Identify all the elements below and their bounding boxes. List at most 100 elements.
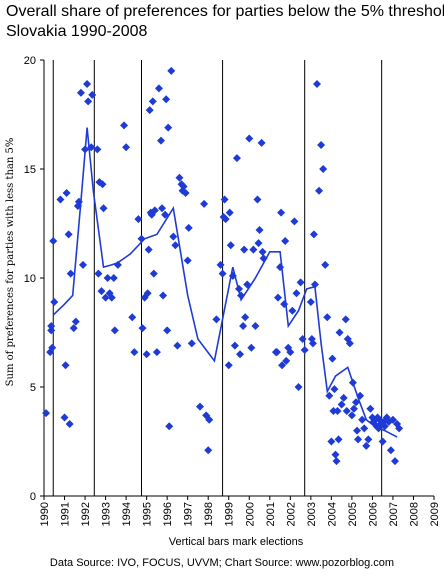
x-tick-label: 2007	[388, 502, 400, 526]
data-point	[101, 293, 110, 302]
data-point	[249, 245, 258, 254]
data-point	[113, 260, 122, 269]
data-point	[341, 315, 350, 324]
data-point	[259, 254, 268, 263]
data-point	[339, 393, 348, 402]
x-tick-label: 2004	[326, 502, 338, 526]
data-point	[128, 313, 137, 322]
data-point	[325, 391, 334, 400]
data-point	[310, 280, 319, 289]
tick-labels: 0 5 10 15 20 1990 1991 1992 1993 1994 1995 1996 1997…	[24, 55, 441, 526]
x-tick-label: 1995	[142, 502, 154, 526]
data-point	[347, 411, 356, 420]
data-point	[84, 97, 93, 106]
data-point	[306, 297, 315, 306]
data-point	[56, 195, 65, 204]
data-point	[216, 260, 225, 269]
chart-title-line2: Slovakia 1990-2008	[6, 23, 148, 40]
data-point	[317, 141, 326, 150]
data-point	[352, 398, 360, 407]
data-point	[162, 95, 171, 104]
data-point	[348, 378, 357, 387]
data-point	[353, 426, 362, 435]
x-tick-label: 1993	[101, 502, 113, 526]
data-point	[107, 293, 116, 302]
data-point	[277, 208, 286, 217]
data-points	[42, 66, 404, 466]
data-point	[93, 145, 102, 154]
x-tick-label: 1999	[224, 502, 236, 526]
chart-title: Overall share of preferences for parties…	[6, 2, 444, 42]
data-point	[345, 339, 354, 348]
data-point	[315, 186, 324, 195]
data-point	[158, 204, 167, 213]
data-point	[380, 422, 389, 431]
data-point	[173, 341, 182, 350]
x-axis-label: Vertical bars mark elections	[169, 536, 304, 548]
x-tick-label: 2009	[429, 502, 441, 526]
data-point	[76, 88, 85, 97]
data-point	[349, 404, 358, 413]
trend-line	[52, 127, 398, 438]
data-point	[157, 136, 165, 145]
y-axis-label: Sum of preferences for parties with less…	[5, 138, 16, 387]
data-point	[225, 208, 234, 217]
data-point	[391, 457, 399, 466]
data-point	[327, 437, 336, 446]
data-point	[300, 345, 309, 354]
data-point	[145, 106, 154, 115]
source-note: Data Source: IVO, FOCUS, UVVM; Chart Sou…	[50, 557, 394, 569]
data-point	[240, 245, 249, 254]
data-point	[281, 236, 290, 245]
data-point	[69, 324, 78, 333]
y-tick-label: 20	[24, 55, 36, 67]
data-point	[62, 188, 71, 197]
data-point	[395, 424, 404, 433]
y-tick-label: 15	[24, 164, 36, 176]
data-point	[138, 324, 147, 333]
data-point	[64, 230, 73, 239]
data-point	[253, 195, 262, 204]
data-point	[362, 441, 371, 450]
data-point	[152, 348, 161, 357]
x-tick-label: 1990	[39, 502, 51, 526]
data-point	[171, 241, 180, 250]
data-point	[181, 188, 190, 197]
data-point	[243, 280, 252, 289]
data-point	[292, 289, 301, 298]
data-point	[71, 317, 80, 326]
x-tick-label: 2008	[408, 502, 420, 526]
election-bars	[52, 60, 383, 496]
data-point	[47, 321, 56, 330]
data-point	[364, 435, 373, 444]
data-point	[241, 313, 250, 322]
data-point	[83, 79, 92, 88]
x-tick-label: 2001	[265, 502, 277, 526]
data-point	[130, 348, 139, 357]
data-point	[237, 291, 246, 300]
trend-line-layer	[52, 127, 398, 438]
data-point	[94, 269, 103, 278]
data-point	[154, 84, 163, 93]
x-tick-label: 1994	[121, 502, 133, 526]
axes	[40, 59, 435, 500]
data-point	[328, 354, 337, 363]
data-point	[255, 226, 264, 235]
data-point	[143, 289, 152, 298]
data-point	[358, 415, 367, 424]
data-point	[288, 306, 297, 315]
data-point	[196, 402, 204, 411]
data-point	[230, 341, 239, 350]
data-point	[221, 215, 230, 224]
data-point	[167, 66, 176, 75]
data-point	[79, 260, 87, 269]
x-tick-label: 1992	[80, 502, 92, 526]
data-point	[50, 297, 59, 306]
data-point	[332, 457, 341, 466]
x-tick-label: 2006	[367, 502, 379, 526]
y-tick-label: 10	[24, 273, 36, 285]
data-point	[298, 335, 307, 344]
data-point	[247, 343, 256, 352]
data-point	[48, 343, 57, 352]
